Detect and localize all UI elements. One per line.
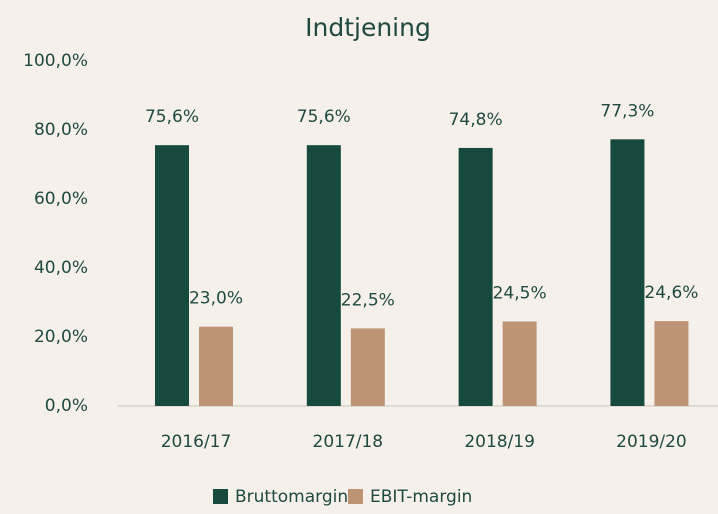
bar xyxy=(306,145,341,406)
y-tick-label: 100,0% xyxy=(23,51,88,71)
data-label: 77,3% xyxy=(600,101,654,121)
bar xyxy=(350,328,385,406)
bar xyxy=(199,326,233,406)
y-tick-label: 40,0% xyxy=(34,258,88,278)
bar xyxy=(654,321,689,406)
x-tick-label: 2017/18 xyxy=(313,432,384,452)
data-label: 24,5% xyxy=(493,283,547,303)
data-label: 23,0% xyxy=(189,289,243,309)
x-tick-label: 2018/19 xyxy=(464,432,535,452)
data-label: 74,8% xyxy=(449,110,503,130)
bar xyxy=(458,147,493,406)
legend-swatch xyxy=(348,489,363,504)
data-label: 24,6% xyxy=(644,283,698,303)
y-tick-label: 80,0% xyxy=(34,120,88,140)
y-tick-label: 20,0% xyxy=(34,327,88,347)
chart-title: Indtjening xyxy=(305,13,431,42)
y-tick-label: 0,0% xyxy=(45,396,88,416)
data-label: 75,6% xyxy=(297,107,351,127)
y-tick-label: 60,0% xyxy=(34,189,88,209)
bar xyxy=(610,139,645,406)
legend-label: Bruttomargin xyxy=(235,487,348,507)
data-label: 75,6% xyxy=(145,107,199,127)
bar xyxy=(155,145,189,406)
data-label: 22,5% xyxy=(341,290,395,310)
legend-label: EBIT-margin xyxy=(370,487,472,507)
bar xyxy=(502,321,537,406)
legend-swatch xyxy=(213,489,228,504)
x-tick-label: 2016/17 xyxy=(161,432,232,452)
x-tick-label: 2019/20 xyxy=(616,432,687,452)
